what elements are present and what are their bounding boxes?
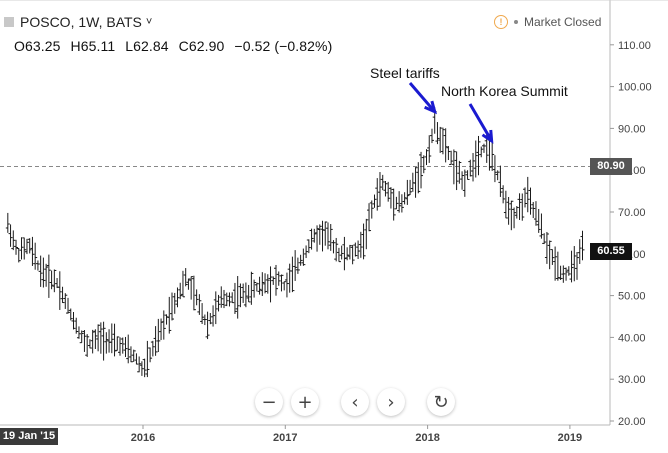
crosshair-price-label: 80.90 — [597, 159, 625, 172]
minus-icon: − — [261, 391, 277, 413]
time-tick-label: 2016 — [131, 432, 155, 444]
chevron-right-icon: › — [387, 391, 395, 413]
market-status[interactable]: ! Market Closed — [494, 15, 601, 29]
scroll-right-button[interactable]: › — [377, 388, 405, 416]
symbol-title[interactable]: POSCO, 1W, BATS — [20, 14, 142, 30]
cursor-date-tag: 19 Jan '15 — [0, 428, 58, 445]
open-value: O63.25 — [14, 38, 61, 54]
change-value: −0.52 (−0.82%) — [234, 38, 333, 54]
symbol-header[interactable]: POSCO, 1W, BATS ˅ — [4, 14, 152, 30]
price-tick-label: 110.00 — [618, 40, 651, 52]
last-price-tag: 60.55 — [590, 243, 632, 260]
warning-icon[interactable]: ! — [494, 15, 508, 29]
reset-chart-button[interactable]: ↻ — [427, 388, 455, 416]
chevron-down-icon[interactable]: ˅ — [145, 16, 153, 28]
close-value: C62.90 — [178, 38, 225, 54]
time-tick-label: 2018 — [415, 432, 439, 444]
price-tick-label: 50.00 — [618, 291, 646, 303]
chevron-left-icon: ‹ — [351, 391, 359, 413]
price-tick-label: 70.00 — [618, 207, 646, 219]
zoom-in-button[interactable]: + — [291, 388, 319, 416]
price-tick-label: 40.00 — [618, 332, 646, 344]
scroll-left-button[interactable]: ‹ — [341, 388, 369, 416]
price-tick-label: 90.00 — [618, 123, 646, 135]
symbol-flag-icon — [4, 17, 14, 27]
low-value: L62.84 — [125, 38, 169, 54]
annotation-arrow — [408, 82, 436, 113]
cursor-date-label: 19 Jan '15 — [2, 430, 56, 442]
plus-icon: + — [297, 391, 313, 413]
annotation-label: Steel tariffs — [370, 65, 440, 81]
annotation-arrowhead — [424, 100, 437, 115]
time-tick-label: 2019 — [558, 432, 582, 444]
annotation-arrowhead — [481, 129, 494, 144]
zoom-out-button[interactable]: − — [255, 388, 283, 416]
time-tick-label: 2017 — [273, 432, 297, 444]
high-value: H65.11 — [70, 38, 116, 54]
price-tick-label: 30.00 — [618, 374, 646, 386]
price-tick-label: 20.00 — [618, 416, 646, 428]
price-tick-label: 100.00 — [618, 82, 652, 94]
crosshair-price-tag: 80.90 — [590, 157, 632, 175]
last-price-label: 60.55 — [597, 245, 625, 257]
ohlc-readout: O63.25 H65.11 L62.84 C62.90 −0.52 (−0.82… — [14, 38, 338, 54]
reset-icon: ↻ — [433, 391, 449, 413]
annotation-label: North Korea Summit — [441, 83, 568, 99]
status-dot-icon — [514, 20, 518, 24]
market-status-label: Market Closed — [524, 15, 602, 29]
annotation-arrow — [468, 103, 493, 142]
